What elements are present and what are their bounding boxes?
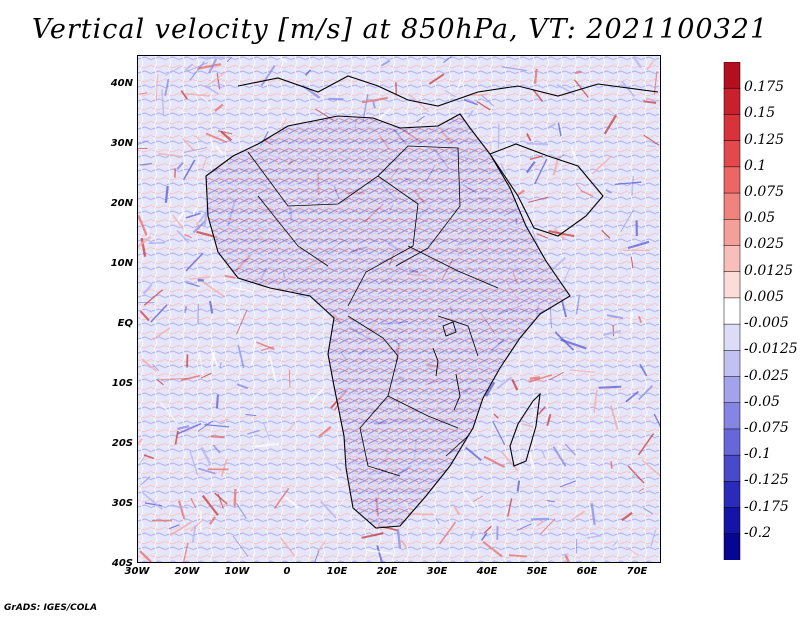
colorbar-label: -0.0125 [744, 341, 798, 358]
colorbar-label: -0.175 [744, 498, 789, 515]
colorbar-swatch [723, 454, 741, 483]
colorbar-label: -0.2 [744, 524, 771, 541]
colorbar-swatch [723, 376, 741, 404]
colorbar-label: 0.005 [744, 288, 785, 305]
lat-tick-label: 10S [111, 378, 133, 389]
colorbar-swatch [723, 350, 741, 378]
colorbar-label: -0.025 [744, 367, 789, 384]
lat-tick-label: EQ [117, 318, 133, 329]
colorbar-swatch [723, 271, 741, 299]
lon-tick-label: 10W [224, 566, 250, 577]
colorbar-swatch [723, 402, 741, 430]
lon-tick-label: 20E [376, 566, 398, 577]
colorbar-label: -0.05 [744, 393, 780, 410]
colorbar-label: 0.075 [744, 184, 785, 201]
lat-tick-label: 30S [111, 498, 133, 509]
colorbar-label: -0.125 [744, 472, 789, 489]
colorbar-swatch [723, 192, 741, 221]
colorbar-swatch [723, 533, 741, 560]
lon-tick-label: 30E [426, 566, 448, 577]
lon-tick-label: 30W [124, 566, 150, 577]
colorbar-swatch [723, 428, 741, 456]
colorbar-swatch [723, 166, 741, 194]
colorbar-swatch [723, 140, 741, 168]
lon-tick-label: 70E [626, 566, 648, 577]
lat-tick-label: 20S [111, 438, 133, 449]
lat-tick-label: 10N [110, 258, 133, 269]
colorbar-label: 0.0125 [744, 262, 793, 279]
colorbar-label: 0.1 [744, 157, 767, 174]
lon-tick-label: 0 [283, 566, 291, 577]
colorbar-label: 0.05 [744, 210, 776, 227]
colorbar-swatch [723, 481, 741, 509]
lon-tick-label: 50E [526, 566, 548, 577]
colorbar-label: -0.005 [744, 315, 789, 332]
colorbar-label: 0.175 [744, 79, 785, 96]
colorbar-label: -0.1 [744, 446, 771, 463]
lat-tick-label: 20N [110, 198, 133, 209]
colorbar-label: 0.125 [744, 131, 785, 148]
lon-tick-label: 10E [326, 566, 348, 577]
colorbar-swatch [723, 87, 741, 116]
colorbar-label: 0.15 [744, 105, 776, 122]
coastlines-and-borders [205, 75, 659, 529]
colorbar-swatch [723, 62, 741, 89]
colorbar-swatch [723, 219, 741, 247]
lat-tick-label: 40S [111, 558, 133, 569]
lat-tick-label: 30N [110, 138, 133, 149]
colorbar-swatch [723, 297, 741, 325]
grads-credit: GrADS: IGES/COLA [4, 603, 98, 613]
vertical-velocity-field [138, 56, 660, 562]
colorbar-swatch [723, 507, 741, 535]
lon-tick-label: 60E [576, 566, 598, 577]
colorbar [723, 62, 741, 560]
lon-tick-label: 20W [174, 566, 200, 577]
lon-tick-label: 40E [476, 566, 498, 577]
lat-tick-label: 40N [110, 78, 133, 89]
colorbar-swatch [723, 323, 741, 352]
colorbar-swatch [723, 245, 741, 273]
colorbar-swatch [723, 114, 741, 142]
map-panel [137, 55, 661, 563]
colorbar-label: 0.025 [744, 236, 785, 253]
colorbar-label: -0.075 [744, 419, 789, 436]
plot-title: Vertical velocity [m/s] at 850hPa, VT: 2… [31, 14, 769, 45]
